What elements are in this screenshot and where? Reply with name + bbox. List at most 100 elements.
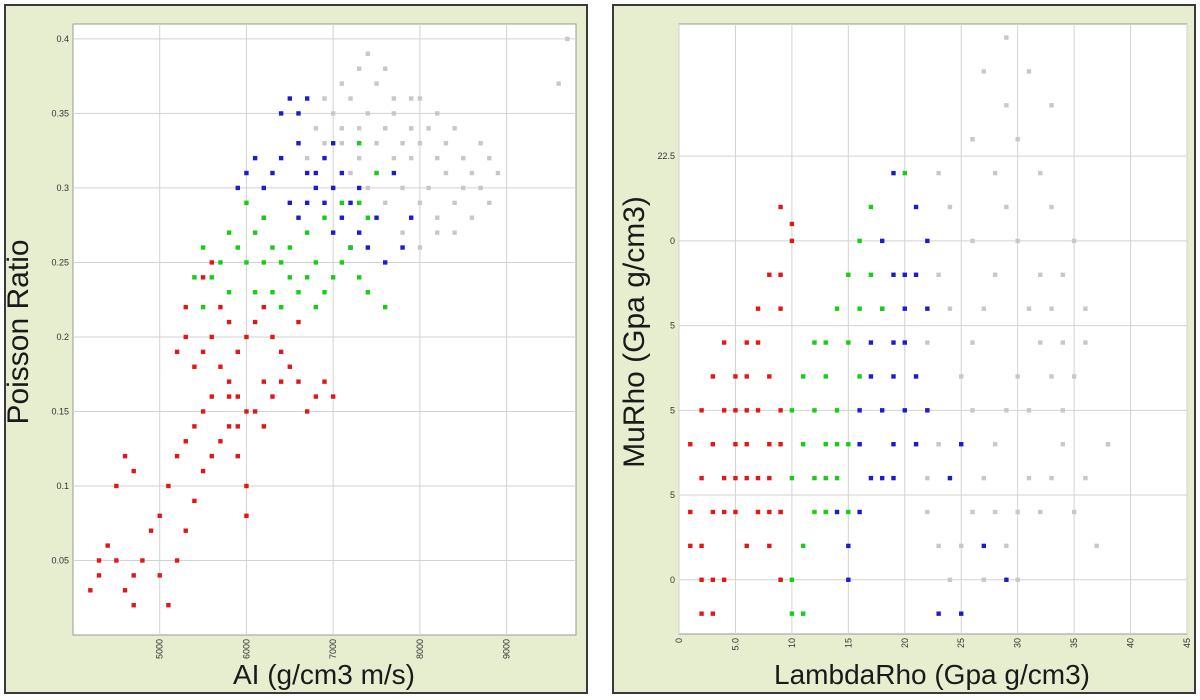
data-point-red: [710, 442, 716, 447]
data-point-blue: [304, 200, 310, 206]
data-point-green: [235, 245, 240, 250]
data-point-gray: [356, 66, 362, 71]
data-point-green: [356, 275, 362, 280]
data-point-gray: [1026, 475, 1032, 481]
data-point-gray: [1004, 103, 1009, 108]
data-point-red: [157, 573, 162, 578]
data-point-red: [218, 364, 223, 369]
data-point-blue: [846, 543, 851, 549]
data-point-red: [710, 577, 716, 582]
data-point-red: [278, 349, 284, 355]
data-point-gray: [1015, 137, 1020, 142]
data-point-green: [789, 577, 795, 582]
data-point-blue: [339, 170, 345, 176]
data-point-green: [800, 611, 806, 616]
data-point-red: [699, 577, 704, 582]
data-point-blue: [383, 260, 388, 265]
data-point-gray: [417, 141, 423, 146]
data-point-blue: [891, 272, 896, 277]
data-point-red: [755, 509, 761, 515]
data-point-blue: [400, 245, 405, 250]
data-point-gray: [1060, 442, 1066, 447]
data-point-red: [710, 611, 716, 616]
data-point-gray: [426, 126, 431, 131]
data-point-gray: [981, 577, 986, 582]
data-point-blue: [891, 442, 896, 447]
data-point-blue: [244, 170, 249, 176]
data-point-gray: [936, 170, 941, 176]
data-point-red: [252, 319, 258, 325]
data-point-gray: [391, 155, 397, 161]
data-point-gray: [1015, 238, 1020, 244]
data-point-gray: [365, 111, 371, 116]
left-chart-panel: 5000 6000 7000 8000 9000 0.05 0.1 0.15 0.2 0.25 0.…: [4, 4, 588, 694]
data-point-gray: [469, 170, 475, 176]
data-point-red: [304, 409, 310, 414]
data-point-green: [330, 275, 336, 280]
data-point-green: [278, 304, 284, 310]
data-point-gray: [435, 155, 440, 161]
data-point-gray: [947, 577, 953, 582]
data-point-red: [114, 558, 119, 563]
data-point-red: [721, 340, 727, 345]
data-point-green: [834, 442, 840, 447]
data-point-gray: [452, 126, 457, 131]
x-tick-label: 9000: [502, 639, 512, 659]
x-tick-label: 8000: [415, 639, 425, 659]
data-point-red: [209, 260, 214, 265]
data-point-red: [278, 379, 284, 384]
data-point-green: [823, 442, 828, 447]
data-point-gray: [1015, 509, 1020, 515]
data-point-gray: [1049, 374, 1054, 379]
data-point-gray: [1015, 577, 1020, 582]
data-point-red: [166, 483, 171, 489]
data-point-gray: [981, 306, 986, 311]
data-point-gray: [400, 141, 405, 146]
data-point-blue: [365, 245, 371, 250]
data-point-green: [356, 141, 362, 146]
data-point-green: [339, 200, 345, 206]
data-point-blue: [913, 374, 919, 379]
data-point-red: [261, 379, 266, 384]
data-point-red: [174, 349, 180, 355]
data-point-green: [261, 215, 266, 220]
data-point-red: [330, 394, 336, 399]
data-point-red: [688, 543, 693, 549]
data-point-green: [868, 204, 874, 210]
data-point-green: [270, 245, 275, 250]
data-point-green: [244, 200, 249, 206]
data-point-blue: [296, 141, 301, 146]
data-point-gray: [936, 272, 941, 277]
data-point-blue: [857, 509, 862, 515]
data-point-red: [131, 602, 136, 608]
data-point-green: [348, 245, 353, 250]
x-tick-label: 6000: [241, 639, 251, 659]
data-point-gray: [435, 230, 440, 235]
data-point-blue: [304, 96, 310, 101]
data-point-blue: [857, 408, 862, 413]
data-point-red: [721, 475, 727, 481]
data-point-blue: [322, 155, 327, 161]
data-point-red: [261, 304, 266, 310]
data-point-gray: [959, 543, 964, 549]
y-tick-label: 5: [670, 405, 675, 415]
data-point-red: [688, 442, 693, 447]
data-point-green: [365, 290, 371, 295]
x-axis-label: AI (g/cm3 m/s): [233, 659, 415, 690]
data-point-red: [174, 558, 180, 563]
data-point-green: [261, 260, 266, 265]
y-tick-label: 0.35: [51, 108, 69, 118]
data-point-red: [270, 394, 275, 399]
data-point-blue: [891, 475, 896, 481]
x-tick-label: 30: [1013, 638, 1023, 648]
data-point-gray: [1026, 69, 1032, 74]
data-point-gray: [417, 245, 423, 250]
data-point-red: [322, 379, 327, 384]
data-point-red: [122, 453, 128, 459]
data-point-red: [744, 543, 749, 549]
data-point-red: [174, 453, 180, 459]
data-point-gray: [1071, 509, 1077, 515]
data-point-blue: [304, 170, 310, 176]
data-point-gray: [487, 155, 492, 161]
data-point-red: [744, 475, 749, 481]
